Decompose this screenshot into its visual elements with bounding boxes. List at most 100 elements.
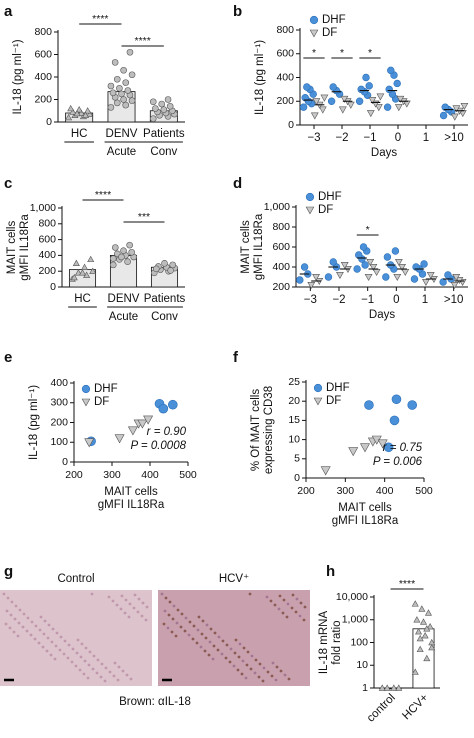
point	[112, 244, 119, 251]
legend-label: DF	[318, 204, 333, 216]
y-tick-label: 400	[50, 377, 68, 389]
texture	[4, 622, 8, 626]
y-tick-label: 400	[34, 71, 52, 83]
texture	[117, 665, 121, 669]
y-axis-title: gMFI IL18Ra	[19, 214, 31, 281]
texture	[212, 644, 216, 648]
texture	[211, 657, 215, 661]
x-tick-label: 0	[395, 132, 401, 144]
y-axis-title: MAIT cells	[6, 221, 18, 275]
texture	[249, 667, 253, 671]
texture	[257, 675, 261, 679]
texture	[294, 610, 298, 614]
texture	[37, 641, 41, 645]
texture	[17, 621, 21, 625]
point	[120, 66, 127, 74]
point	[389, 415, 400, 426]
texture	[282, 598, 286, 602]
texture	[100, 662, 104, 666]
significance-label: ***	[138, 211, 150, 223]
texture	[82, 672, 86, 676]
x-tick-label: 300	[103, 469, 121, 481]
point	[376, 93, 385, 101]
texture	[270, 674, 274, 678]
texture	[79, 655, 83, 659]
point	[329, 258, 337, 266]
texture	[253, 671, 257, 675]
texture	[295, 597, 299, 601]
legend-swatch	[309, 15, 319, 25]
point	[152, 105, 159, 112]
point	[168, 399, 178, 410]
point	[340, 261, 349, 270]
texture	[95, 671, 99, 675]
point	[383, 442, 394, 453]
point	[81, 263, 89, 270]
point	[124, 258, 131, 266]
point	[122, 79, 130, 86]
panel-letter: a	[4, 3, 13, 20]
point	[126, 48, 134, 56]
x-tick-label: 500	[415, 485, 433, 497]
legend-label: DHF	[322, 14, 346, 26]
texture	[246, 650, 250, 654]
point	[444, 271, 452, 279]
x-tick-label: 300	[337, 485, 355, 497]
texture	[277, 607, 281, 611]
texture	[87, 663, 91, 667]
texture	[59, 635, 63, 639]
legend-item: DF	[309, 27, 337, 39]
point	[455, 276, 464, 285]
point	[364, 273, 373, 282]
texture	[34, 624, 38, 628]
image-label: HCV⁺	[219, 573, 249, 585]
legend-label: DF	[94, 396, 109, 408]
texture	[107, 595, 111, 599]
point	[421, 632, 429, 639]
texture	[21, 625, 25, 629]
caption: Brown: αIL-18	[119, 696, 191, 708]
texture	[58, 648, 62, 652]
point	[127, 426, 138, 436]
legend-label: DF	[326, 395, 341, 407]
y-tick-label: 400	[272, 261, 290, 273]
y-tick-label: 200	[50, 416, 68, 428]
y-axis-title: IL-18 (pg ml⁻¹)	[254, 40, 266, 115]
texture	[99, 675, 103, 679]
texture	[242, 646, 246, 650]
point	[65, 113, 73, 121]
panel-letter: d	[233, 175, 242, 192]
y-tick-label: 0	[46, 116, 52, 128]
point	[109, 261, 117, 269]
texture	[233, 651, 237, 655]
texture	[163, 609, 167, 613]
point	[78, 269, 87, 276]
texture	[92, 654, 96, 658]
texture	[140, 614, 144, 618]
y-tick-label: 10	[288, 433, 300, 445]
texture	[46, 636, 50, 640]
texture	[70, 660, 74, 664]
texture	[18, 608, 22, 612]
point	[452, 105, 461, 113]
point	[329, 83, 337, 91]
point	[149, 98, 157, 106]
point	[387, 66, 395, 75]
panel-letter: f	[233, 349, 239, 366]
legend-swatch	[305, 192, 315, 202]
point	[393, 273, 402, 282]
point	[416, 634, 424, 642]
y-tick-label: 1,000	[342, 614, 368, 626]
texture	[112, 674, 116, 678]
texture	[196, 628, 200, 632]
significance-label: *	[340, 47, 344, 59]
texture	[168, 600, 172, 604]
y-tick-label: 800	[276, 24, 294, 36]
texture	[285, 615, 289, 619]
point	[369, 263, 378, 272]
point	[296, 276, 304, 284]
significance-label: ****	[399, 578, 415, 590]
point	[107, 104, 115, 111]
x-tick-label: >10	[444, 294, 464, 306]
x-axis-title: gMFI IL18Ra	[332, 515, 399, 527]
